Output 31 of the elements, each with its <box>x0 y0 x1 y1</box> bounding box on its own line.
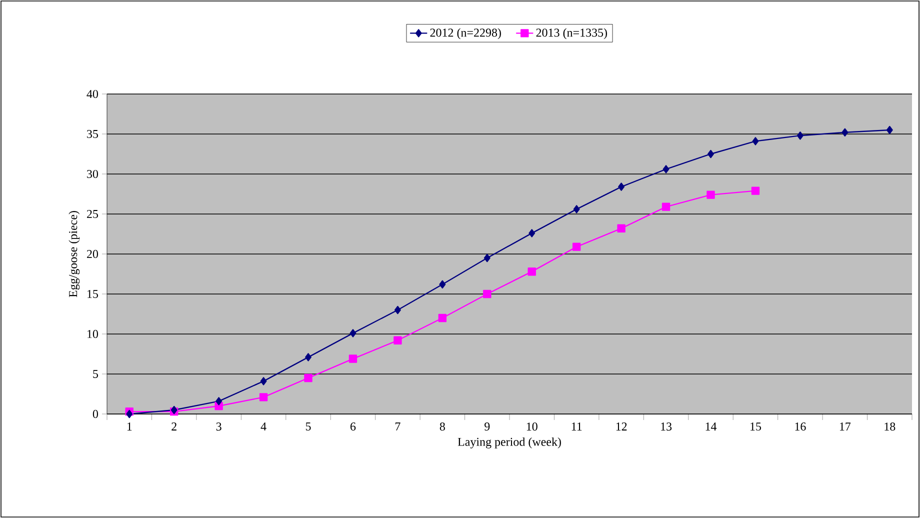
x-tick-label: 3 <box>216 422 222 431</box>
x-tick-label: 18 <box>884 422 896 431</box>
x-tick-label: 16 <box>795 422 806 431</box>
x-axis-title: Laying period (week) <box>458 437 561 448</box>
x-tick-label: 12 <box>616 422 627 430</box>
y-axis-title: Egg/goose (piece) <box>68 211 80 298</box>
y-tick-label: 40 <box>86 90 98 98</box>
x-tick-label: 11 <box>572 422 582 430</box>
x-tick-label: 14 <box>706 422 717 430</box>
x-tick-label: 17 <box>840 422 851 430</box>
x-tick-label: 15 <box>750 422 762 431</box>
legend-label: 2013 (n=1335) <box>536 28 608 40</box>
y-tick-label: 20 <box>87 250 98 258</box>
x-tick-label: 10 <box>526 422 538 431</box>
y-tick-label: 30 <box>87 170 98 178</box>
x-tick-label: 9 <box>484 422 490 431</box>
y-tick-label: 25 <box>87 210 98 218</box>
legend-label: 2012 (n=2298) <box>430 28 501 40</box>
x-tick-label: 4 <box>260 422 266 430</box>
y-tick-label: 0 <box>92 410 98 418</box>
x-tick-label: 13 <box>661 422 672 431</box>
x-tick-label: 8 <box>440 422 445 431</box>
x-tick-label: 7 <box>395 422 400 430</box>
y-tick-label: 5 <box>93 370 98 378</box>
y-tick-label: 10 <box>88 330 98 338</box>
y-tick-label: 15 <box>88 290 98 298</box>
x-tick-label: 5 <box>306 422 311 430</box>
x-tick-label: 1 <box>127 422 132 430</box>
y-tick-label: 35 <box>87 130 98 138</box>
x-tick-label: 2 <box>172 422 176 430</box>
x-tick-label: 6 <box>350 422 356 431</box>
